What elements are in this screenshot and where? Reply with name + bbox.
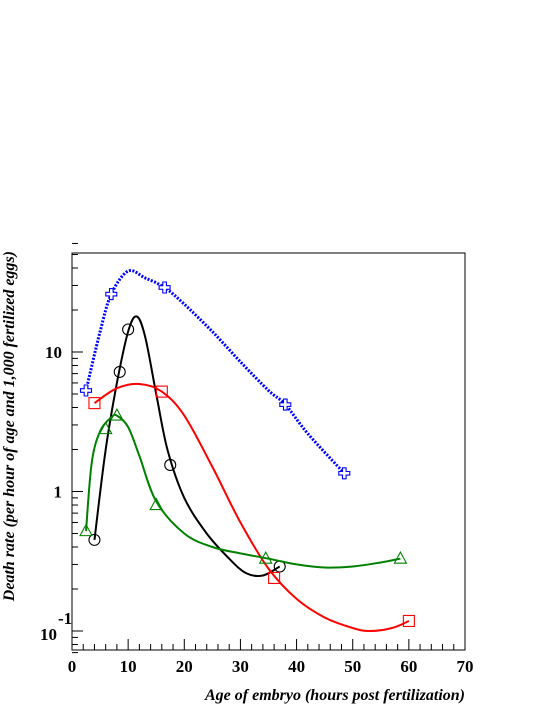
series-line	[93, 315, 281, 577]
data-point	[79, 523, 93, 537]
x-tick-label: 40	[288, 657, 305, 676]
series-triangle	[79, 407, 408, 569]
data-point	[268, 571, 281, 585]
y-tick-label: 10	[40, 625, 57, 644]
x-tick-label: 0	[68, 657, 77, 676]
series-circle	[88, 315, 286, 577]
data-point	[113, 365, 126, 378]
data-point	[338, 467, 351, 480]
x-tick-label: 20	[176, 657, 193, 676]
data-point	[279, 398, 292, 411]
data-point	[149, 497, 164, 511]
data-point	[155, 385, 168, 398]
series-line	[93, 382, 410, 633]
y-tick-label: 1	[54, 483, 63, 502]
y-tick-exponent: -1	[58, 609, 72, 628]
y-axis-label: Death rate (per hour of age and 1,000 fe…	[1, 251, 18, 602]
data-point	[88, 533, 101, 546]
series-line	[85, 413, 401, 569]
series-cross	[79, 269, 351, 480]
x-tick-label: 70	[457, 657, 474, 676]
series-layer	[79, 269, 415, 633]
x-tick-label: 30	[232, 657, 249, 676]
series-square	[88, 382, 415, 633]
data-point	[105, 288, 118, 301]
y-tick-label: 10	[45, 343, 62, 362]
data-point	[88, 397, 101, 410]
axis-ticks	[71, 242, 466, 654]
x-axis-label: Age of embryo (hours post fertilization)	[204, 687, 465, 704]
data-point	[164, 458, 177, 471]
x-tick-label: 10	[120, 657, 137, 676]
data-point	[158, 281, 171, 294]
data-point	[98, 421, 113, 435]
x-tick-label: 50	[344, 657, 361, 676]
data-point	[122, 323, 135, 336]
x-tick-label: 60	[400, 657, 417, 676]
data-point	[393, 551, 408, 564]
plot-frame	[71, 252, 466, 651]
data-point	[402, 614, 415, 628]
data-point	[258, 551, 273, 564]
data-point	[109, 407, 124, 421]
data-point	[79, 384, 93, 397]
